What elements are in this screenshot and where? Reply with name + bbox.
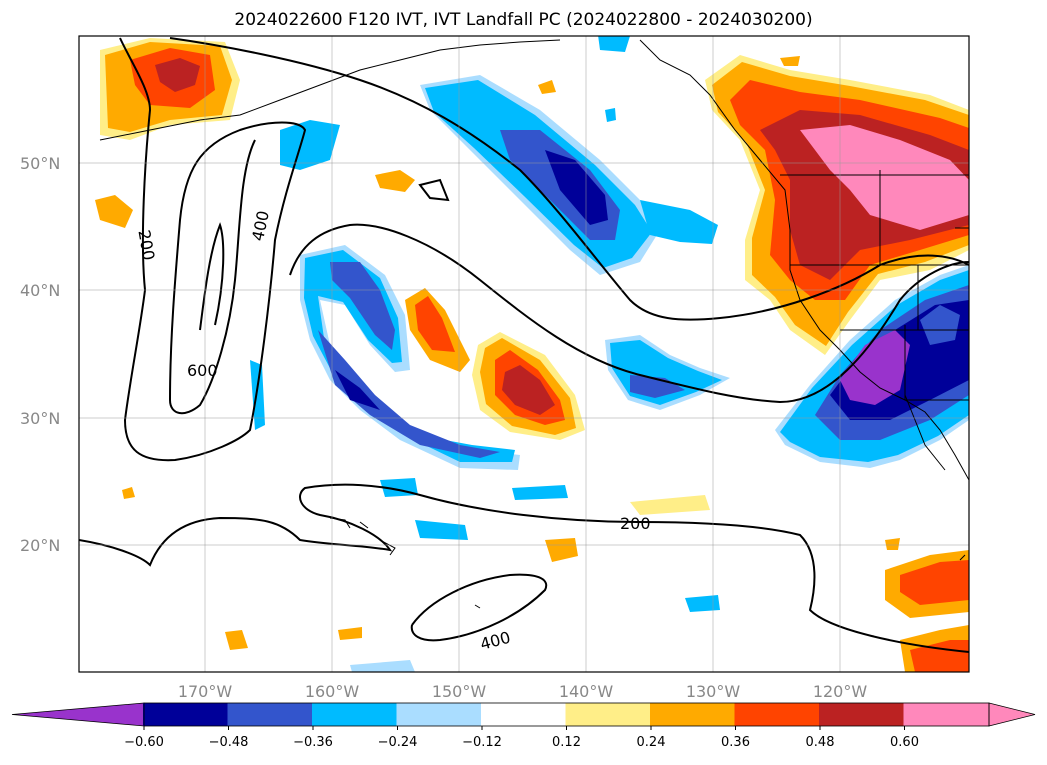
positive-region-central xyxy=(405,288,585,440)
colorbar-segment xyxy=(143,703,229,726)
contour-label: 200 xyxy=(620,514,651,533)
positive-spot xyxy=(630,495,710,515)
positive-spot xyxy=(122,487,135,499)
colorbar-segment xyxy=(903,703,989,726)
colorbar-tick-label: −0.24 xyxy=(378,735,418,750)
positive-spot xyxy=(545,538,578,562)
colorbar-segment xyxy=(819,703,905,726)
colorbar-segment xyxy=(650,703,736,726)
positive-region-se xyxy=(885,550,969,672)
map-frame xyxy=(78,35,970,673)
colorbar-segment xyxy=(312,703,398,726)
colorbar-tick-label: −0.36 xyxy=(293,735,333,750)
lat-label: 50°N xyxy=(20,154,60,173)
positive-spot xyxy=(885,538,900,550)
lat-label: 20°N xyxy=(20,536,60,555)
contour-label: 200 xyxy=(134,228,158,261)
coastlines xyxy=(99,39,969,609)
colorbar-tick-label: 0.48 xyxy=(806,735,835,750)
positive-region-nw xyxy=(100,38,240,140)
colorbar-tick-label: −0.60 xyxy=(124,735,164,750)
lat-label: 40°N xyxy=(20,281,60,300)
contour-label: 600 xyxy=(187,361,218,380)
lon-label: 150°W xyxy=(432,682,487,701)
colorbar-extend-high xyxy=(988,702,1036,727)
contour-label: 400 xyxy=(478,628,512,654)
colorbar-labels: −0.60 −0.48 −0.36 −0.24 −0.12 0.12 0.24 0.36 0.4… xyxy=(124,726,919,750)
colorbar-tick-label: −0.48 xyxy=(209,735,249,750)
positive-spot xyxy=(780,56,800,66)
colorbar-segment xyxy=(734,703,820,726)
negative-region-central-east xyxy=(605,335,730,410)
positive-spot xyxy=(338,627,362,640)
negative-region-se xyxy=(775,265,969,468)
longitude-labels: 170°W 160°W 150°W 140°W 130°W 120°W xyxy=(178,682,868,701)
lon-label: 120°W xyxy=(813,682,868,701)
colorbar-segment xyxy=(227,703,313,726)
positive-spot xyxy=(375,170,415,192)
colorbar-segment xyxy=(565,703,651,726)
positive-spot xyxy=(538,80,556,94)
map-field: 200 400 600 200 400 xyxy=(79,36,969,672)
lon-label: 160°W xyxy=(305,682,360,701)
colorbar-tick-label: 0.36 xyxy=(721,735,750,750)
colorbar-extend-low xyxy=(11,702,145,727)
colorbar-tick-label: 0.24 xyxy=(637,735,666,750)
lon-label: 140°W xyxy=(559,682,614,701)
colorbar xyxy=(11,702,1036,727)
latitude-labels: 50°N 40°N 30°N 20°N xyxy=(20,154,60,555)
contour-label: 400 xyxy=(248,209,273,243)
lat-label: 30°N xyxy=(20,409,60,428)
negative-region-north xyxy=(280,36,718,275)
positive-spot xyxy=(225,630,248,650)
colorbar-segment xyxy=(396,703,482,726)
colorbar-tick-label: −0.12 xyxy=(462,735,502,750)
colorbar-tick-label: 0.12 xyxy=(552,735,581,750)
map-grid xyxy=(79,36,969,672)
lon-label: 170°W xyxy=(178,682,233,701)
colorbar-segment xyxy=(481,703,567,726)
colorbar-tick-label: 0.60 xyxy=(890,735,919,750)
positive-spot xyxy=(95,195,133,228)
lon-label: 130°W xyxy=(686,682,741,701)
negative-region-arc xyxy=(250,245,720,672)
map-title: 2024022600 F120 IVT, IVT Landfall PC (20… xyxy=(234,10,813,30)
